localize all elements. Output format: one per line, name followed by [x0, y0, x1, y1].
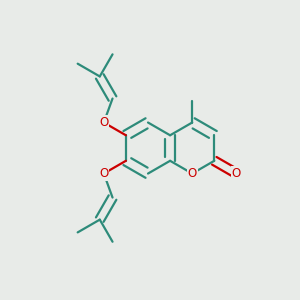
Text: O: O: [232, 167, 241, 180]
Text: O: O: [99, 167, 108, 180]
Text: O: O: [99, 116, 108, 129]
Text: O: O: [188, 167, 197, 180]
